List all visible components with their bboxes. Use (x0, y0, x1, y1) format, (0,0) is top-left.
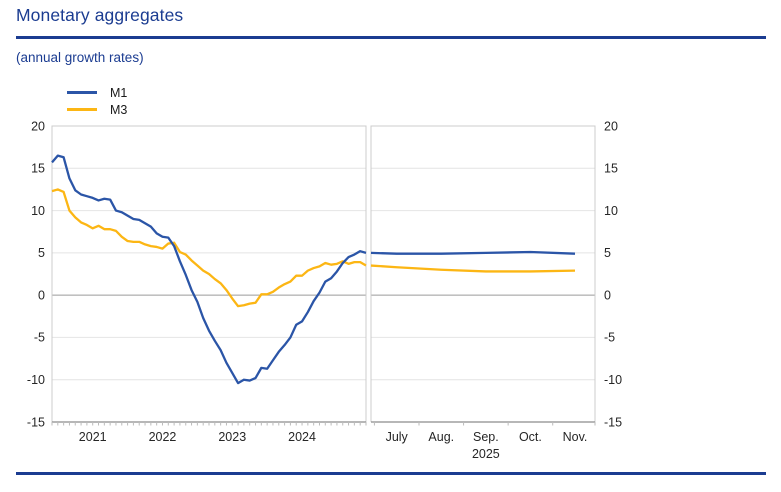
m1-line-swatch (67, 91, 97, 94)
m3-line-recent (370, 264, 576, 273)
y-axis-label-left: -15 (27, 415, 45, 429)
page-title: Monetary aggregates (16, 5, 184, 25)
x-axis-month-label: Aug. (428, 430, 454, 444)
y-axis-label-right: -10 (604, 373, 622, 387)
legend-label-m1: M1 (110, 85, 128, 100)
y-axis-label-right: 20 (604, 119, 618, 133)
footer-divider (16, 472, 766, 475)
legend-label-m3: M3 (110, 102, 128, 117)
y-axis-label-right: -15 (604, 415, 622, 429)
y-axis-label-left: 5 (38, 246, 45, 260)
legend-item-m3: M3 (67, 101, 127, 118)
x-axis-month-label: Oct. (519, 430, 542, 444)
x-axis-year-label: 2024 (288, 430, 316, 444)
x-axis-month-label: July (386, 430, 409, 444)
y-axis-label-right: 0 (604, 288, 611, 302)
x-axis-year-label: 2022 (149, 430, 177, 444)
monetary-aggregates-chart: 20 20 15 15 10 10 5 5 0 0 -5 -5 -10 -10 -15 -15 2021 2022… (27, 119, 622, 461)
x-axis-month-label: Nov. (563, 430, 588, 444)
y-axis-label-left: 0 (38, 288, 45, 302)
y-axis-label-left: -5 (34, 331, 45, 345)
m1-line-recent (370, 250, 576, 255)
y-axis-label-right: -5 (604, 331, 615, 345)
x-axis-year-label: 2023 (218, 430, 246, 444)
m1-line-history (51, 154, 367, 385)
legend-item-m1: M1 (67, 84, 127, 101)
y-axis-label-right: 5 (604, 246, 611, 260)
y-axis-label-left: 20 (31, 119, 45, 133)
y-axis-label-left: -10 (27, 373, 45, 387)
x-axis-sub-year-label: 2025 (472, 447, 500, 461)
m3-line-swatch (67, 108, 97, 111)
y-axis-label-left: 10 (31, 204, 45, 218)
y-axis-label-left: 15 (31, 162, 45, 176)
m3-line-history (51, 188, 367, 308)
chart-subtitle: (annual growth rates) (16, 50, 144, 65)
panel-border (51, 125, 367, 422)
header-divider (16, 36, 766, 39)
legend: M1 M3 (67, 84, 127, 118)
x-axis-month-label: Sep. (473, 430, 499, 444)
y-axis-label-right: 10 (604, 204, 618, 218)
x-axis-year-label: 2021 (79, 430, 107, 444)
y-axis-label-right: 15 (604, 162, 618, 176)
panel-border (370, 125, 596, 422)
